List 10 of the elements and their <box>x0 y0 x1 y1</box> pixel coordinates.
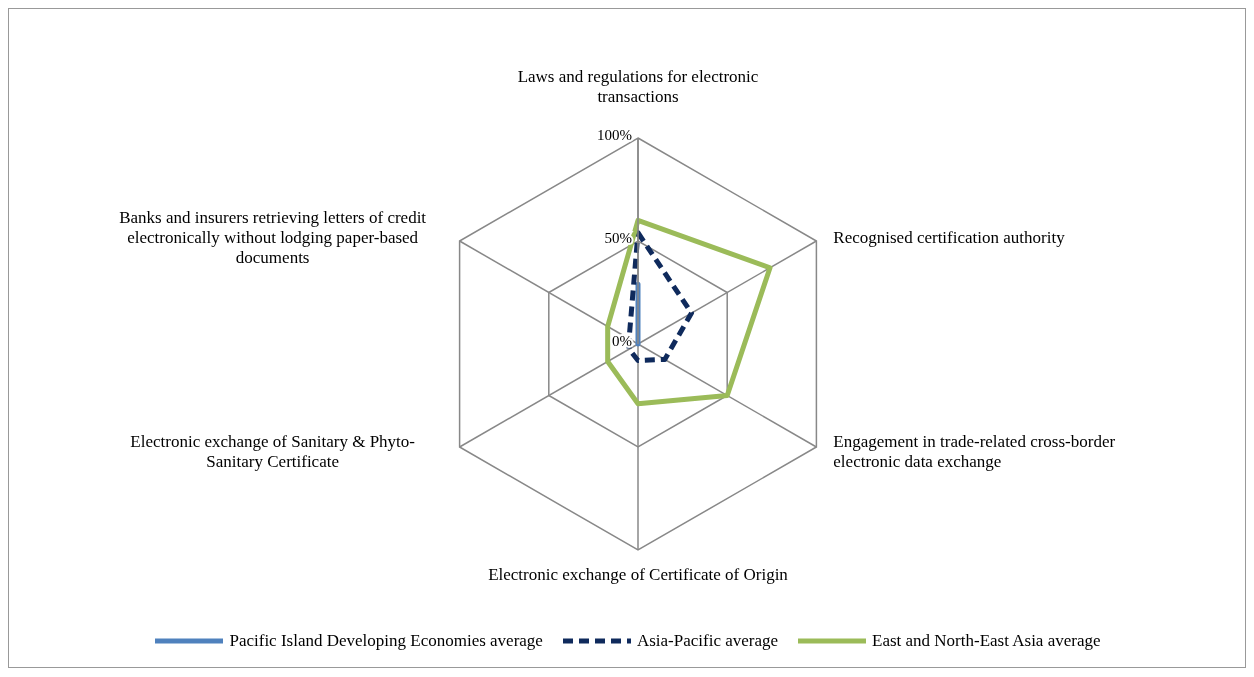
legend-label: Asia-Pacific average <box>636 631 779 651</box>
spoke-label: Engagement in trade-related cross-border electronic data exchange <box>833 432 1116 471</box>
spoke-label: Recognised certification authority <box>833 228 1066 247</box>
spoke-label: Electronic exchange of Sanitary & Phyto-Sanitary Certificate <box>130 432 416 471</box>
spoke-label: Laws and regulations for electronic transactions <box>517 67 759 106</box>
spoke-label: Banks and insurers retrieving letters of credit electronically without lodging paper-based documents <box>119 208 427 267</box>
y-tick-label: 100% <box>597 127 632 143</box>
legend-label: East and North-East Asia average <box>872 631 1101 651</box>
spoke-label: Electronic exchange of Certificate of Origin <box>488 565 789 584</box>
legend-label: Pacific Island Developing Economies average <box>229 631 543 651</box>
